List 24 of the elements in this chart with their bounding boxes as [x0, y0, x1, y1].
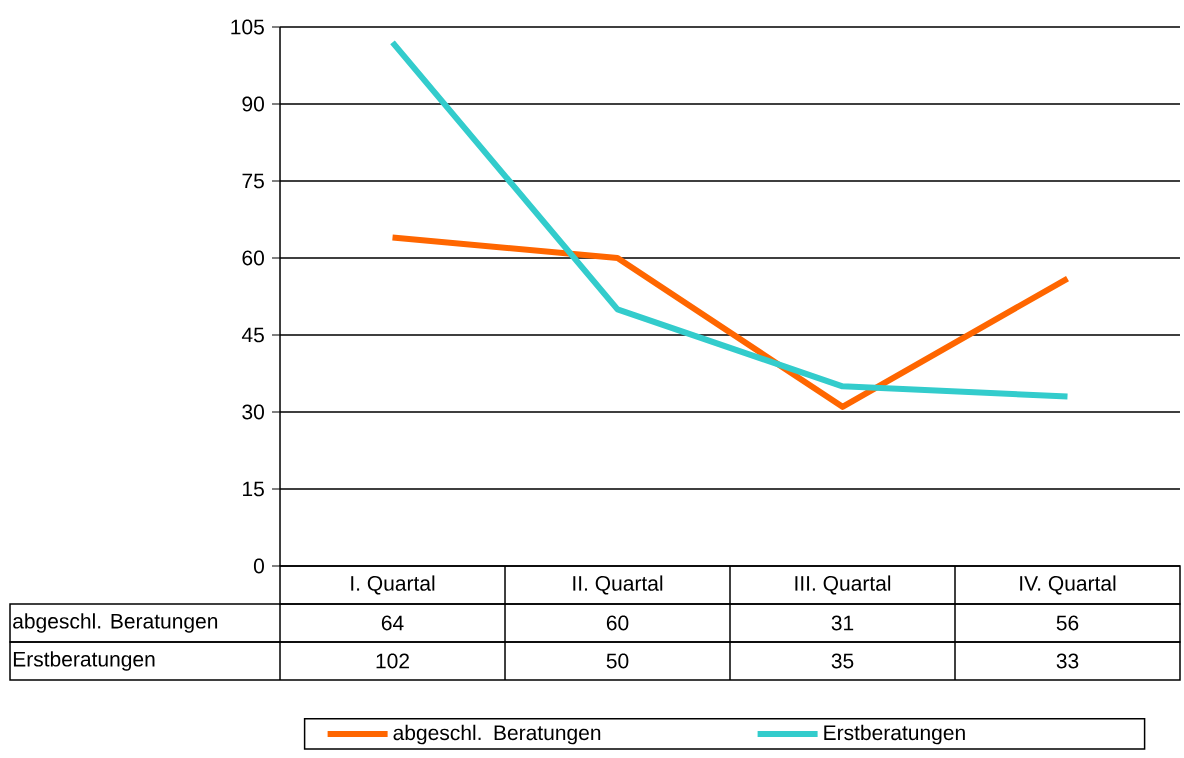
y-tick-label: 45 — [241, 327, 264, 343]
data-label: 102 — [376, 653, 409, 669]
data-label: 31 — [831, 615, 854, 631]
data-label: 33 — [1056, 653, 1079, 669]
y-tick-label: 0 — [253, 558, 264, 574]
y-tick-label: 15 — [243, 481, 264, 497]
data-label: 50 — [606, 653, 629, 669]
data-label: 35 — [831, 653, 854, 669]
text: Erstberatungen — [13, 651, 155, 671]
y-tick-label: 30 — [242, 404, 264, 420]
y-tick-label: 105 — [231, 19, 264, 35]
x-tick-label: III. Quartal — [795, 575, 891, 595]
x-tick-label: I. Quartal — [351, 575, 435, 595]
legend-label: Erstberatungen — [824, 724, 965, 745]
data-label: 60 — [606, 615, 629, 631]
y-tick-label: 90 — [242, 96, 264, 112]
data-label: 64 — [381, 615, 404, 631]
text: abgeschl. Beratungen — [13, 613, 218, 633]
y-tick-label: 60 — [242, 250, 264, 266]
legend-label: abgeschl. Beratungen — [393, 724, 601, 745]
x-tick-label: IV. Quartal — [1020, 575, 1116, 595]
y-tick-label: 75 — [242, 173, 264, 189]
x-tick-label: II. Quartal — [573, 575, 663, 595]
data-label: 56 — [1056, 615, 1079, 631]
